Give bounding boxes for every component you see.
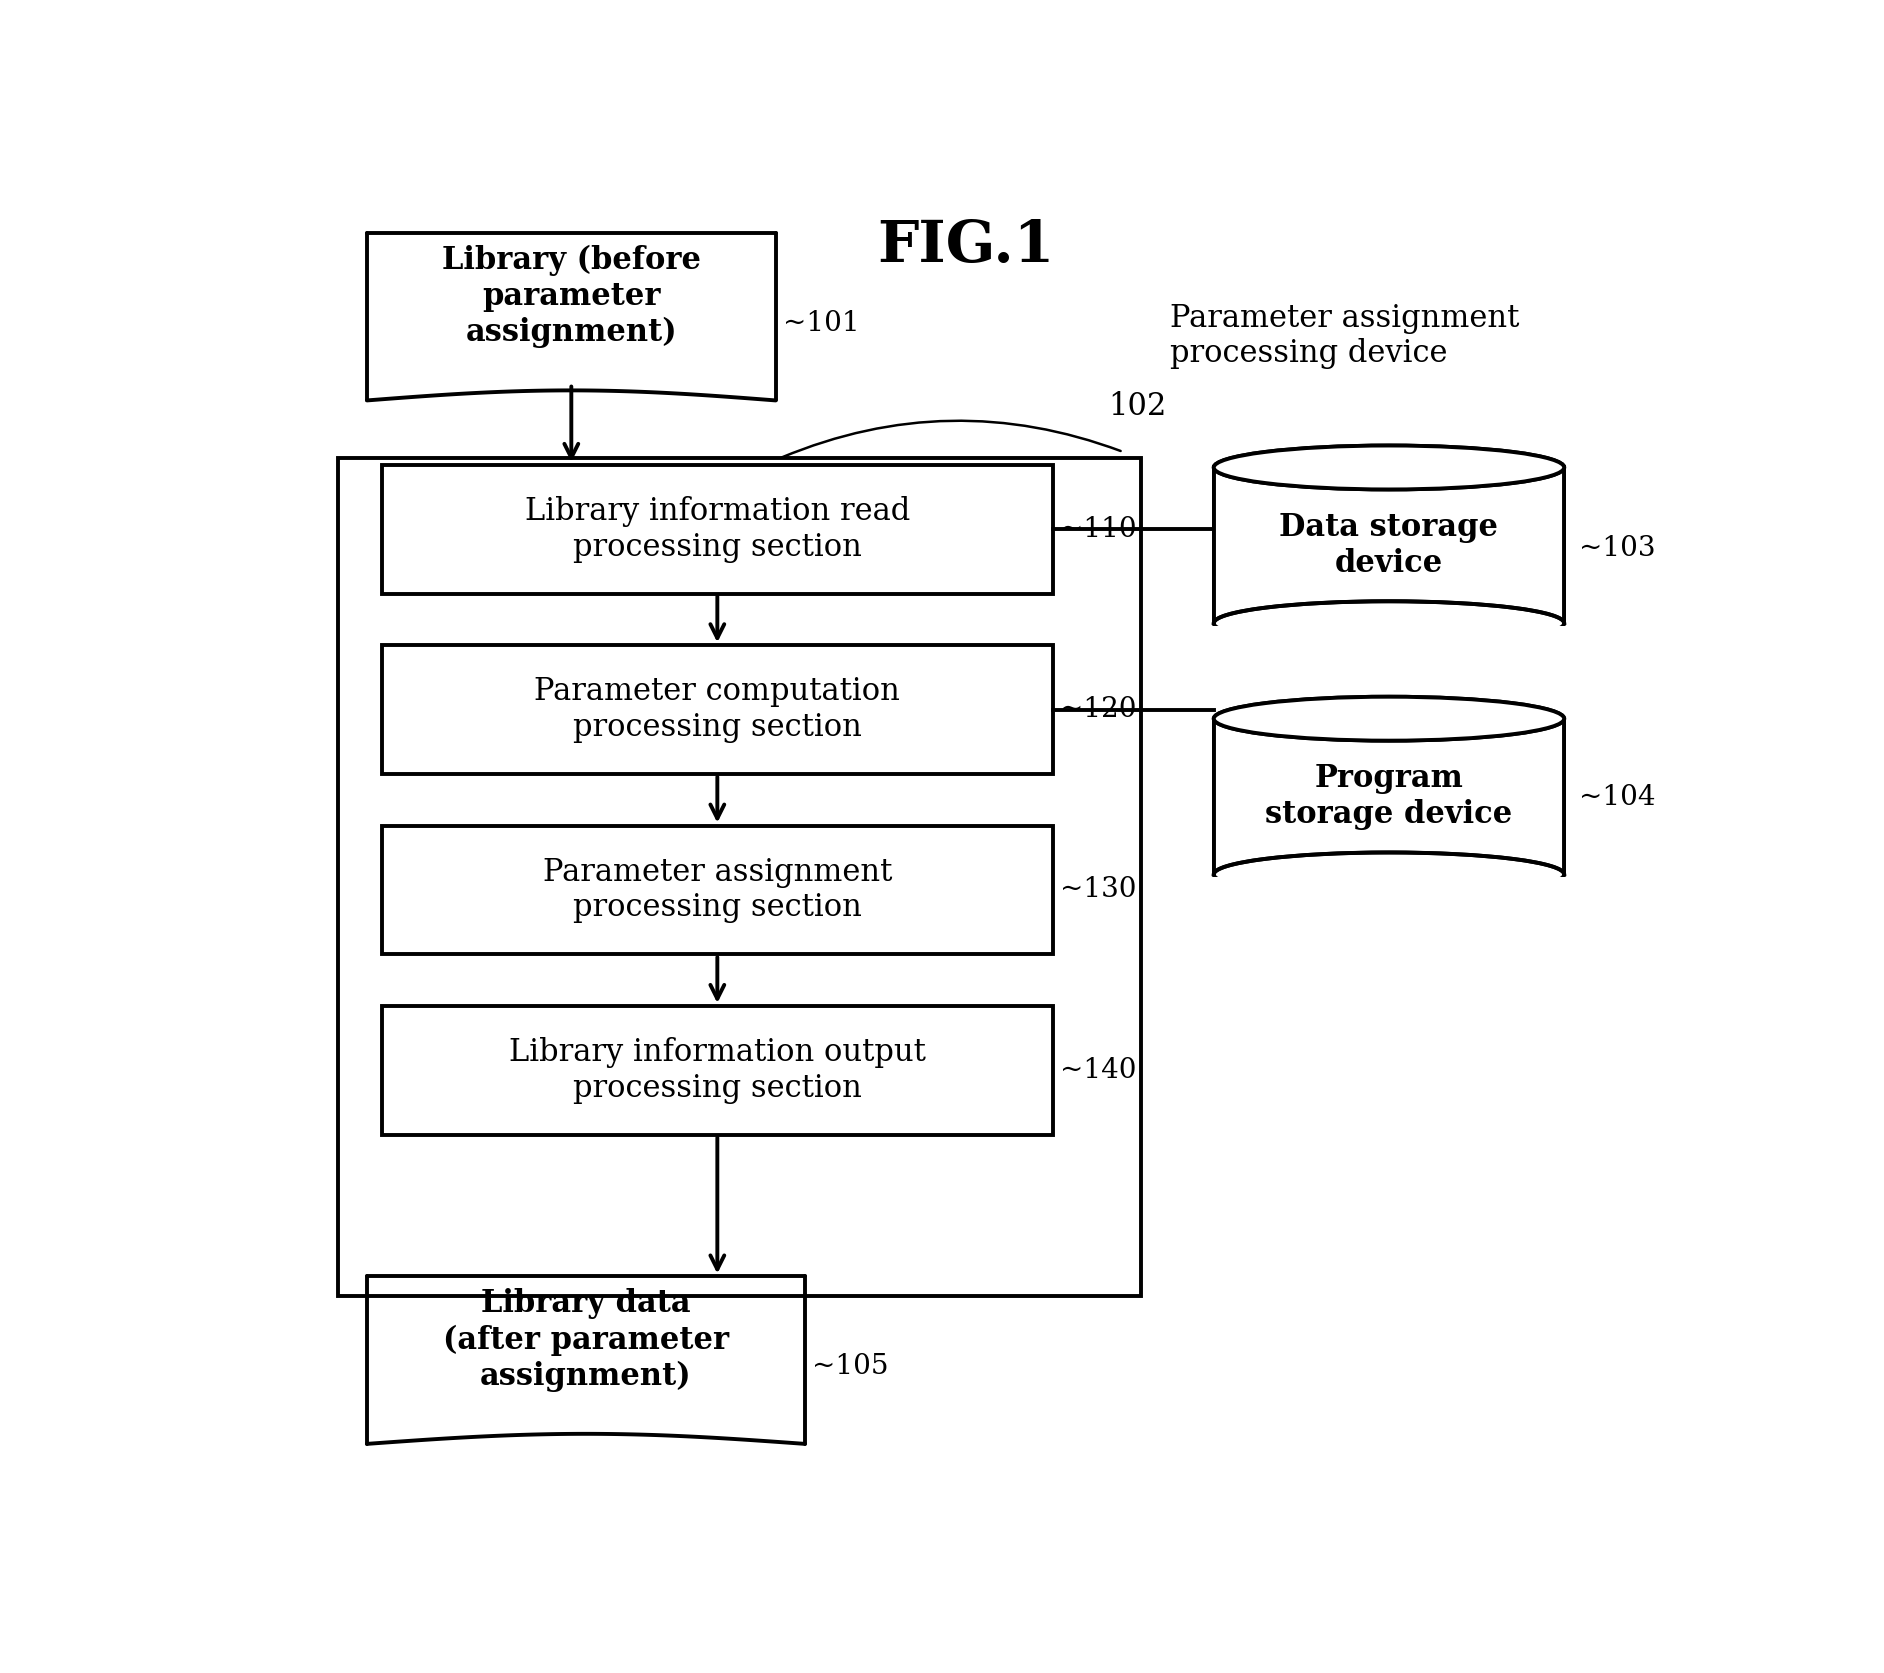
Text: Data storage
device: Data storage device (1279, 512, 1498, 579)
Text: Program
storage device: Program storage device (1266, 763, 1513, 830)
Text: ~103: ~103 (1579, 535, 1656, 562)
Bar (337, 458, 1142, 1297)
Bar (381, 1005, 1053, 1134)
Text: 102: 102 (1108, 391, 1166, 422)
Bar (381, 465, 1053, 594)
Bar (1206, 877, 1571, 903)
Text: ~140: ~140 (1061, 1057, 1136, 1084)
Text: ~110: ~110 (1061, 515, 1138, 542)
Ellipse shape (1213, 696, 1564, 741)
Text: Library (before
parameter
assignment): Library (before parameter assignment) (443, 244, 701, 348)
Text: ~101: ~101 (784, 310, 859, 336)
Text: Library information read
processing section: Library information read processing sect… (526, 495, 910, 562)
Ellipse shape (1213, 445, 1564, 490)
Bar (381, 646, 1053, 775)
Ellipse shape (1213, 601, 1564, 646)
Text: Library data
(after parameter
assignment): Library data (after parameter assignment… (443, 1288, 729, 1392)
Text: ~130: ~130 (1061, 877, 1136, 903)
Text: ~104: ~104 (1579, 783, 1656, 811)
Text: FIG.1: FIG.1 (876, 217, 1055, 274)
Ellipse shape (1213, 853, 1564, 897)
Ellipse shape (1213, 696, 1564, 741)
Text: Parameter assignment
processing section: Parameter assignment processing section (543, 857, 891, 923)
Ellipse shape (1213, 445, 1564, 490)
Text: ~105: ~105 (812, 1353, 889, 1380)
Bar (1213, 719, 1564, 875)
Bar (381, 825, 1053, 954)
Bar (1213, 467, 1564, 624)
Text: Library information output
processing section: Library information output processing se… (509, 1037, 925, 1104)
Text: Parameter assignment
processing device: Parameter assignment processing device (1170, 303, 1519, 370)
Text: ~120: ~120 (1061, 696, 1136, 723)
Text: Parameter computation
processing section: Parameter computation processing section (535, 676, 901, 743)
Bar (1206, 626, 1571, 652)
